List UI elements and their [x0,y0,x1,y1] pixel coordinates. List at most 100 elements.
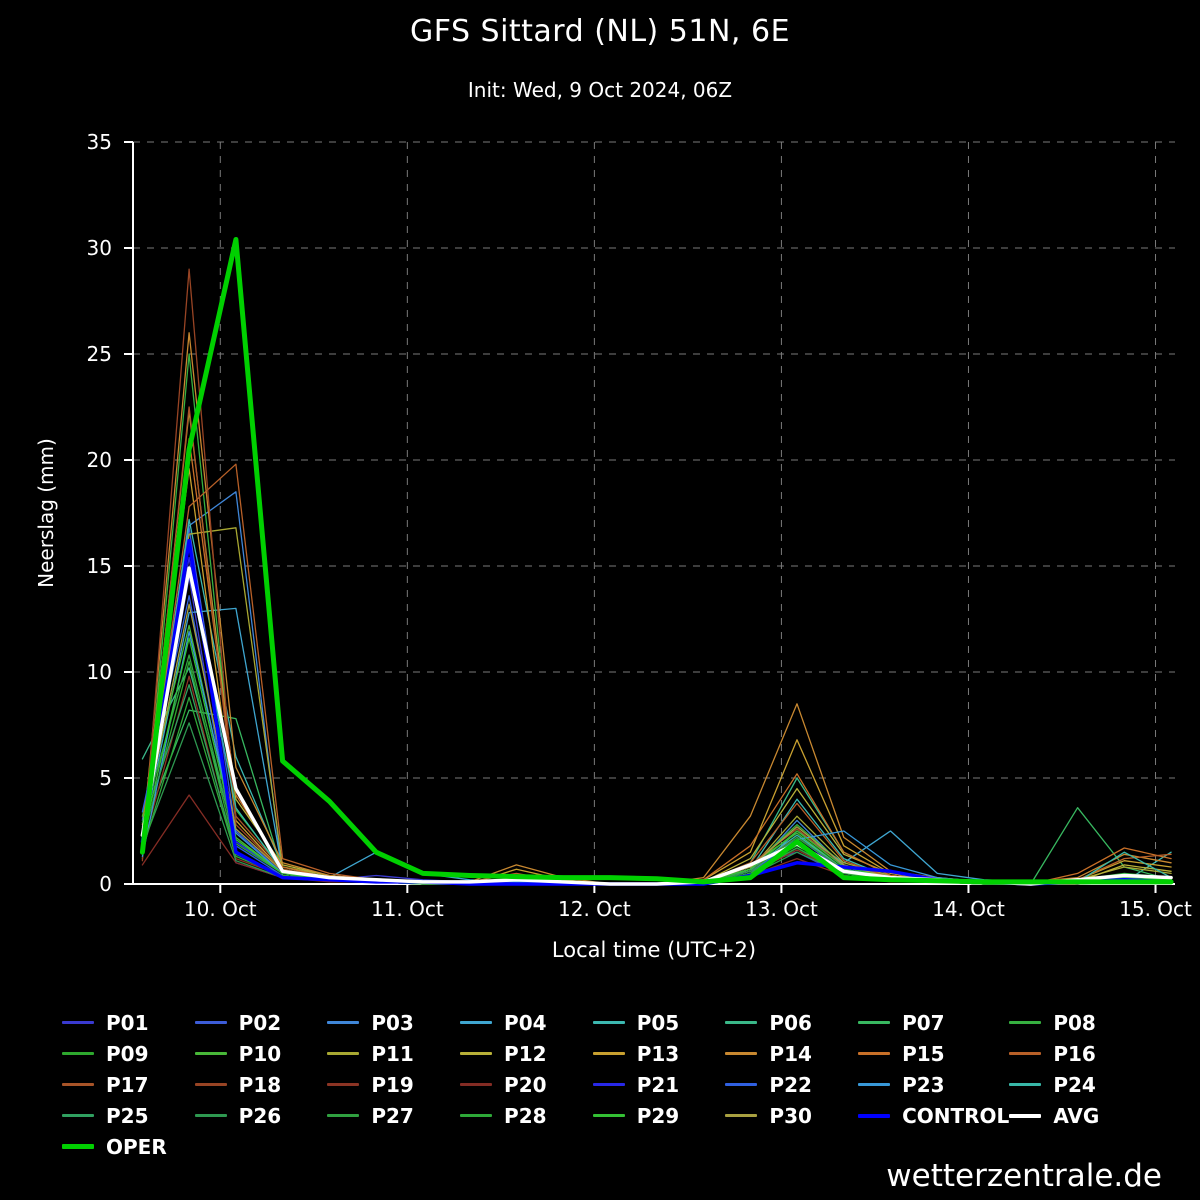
series-line-P27 [141,654,1172,885]
legend-line-swatch-p18 [194,1083,227,1086]
x-tick-label: 15. Oct [1119,897,1192,921]
y-tick-label: 20 [86,448,112,472]
series-line-P22 [141,595,1172,885]
legend-label-p26: P26 [238,1103,282,1128]
legend-label-p02: P02 [238,1010,282,1035]
series-line-P14 [141,332,1172,885]
legend-item-p25: P25 [62,1103,195,1128]
series-line-AVG [140,566,1173,886]
legend-item-p21: P21 [592,1072,726,1097]
series-line-P03 [141,491,1172,885]
legend-item-p01: P01 [62,1010,195,1035]
legend-item-p16: P16 [1009,1041,1142,1066]
legend-item-p14: P14 [725,1041,858,1066]
series-line-P08 [141,353,1172,885]
legend-line-swatch-p16 [1009,1052,1042,1055]
legend-line-swatch-control [858,1113,891,1118]
series-line-P02 [141,527,1172,885]
legend-label-p24: P24 [1053,1072,1096,1097]
legend-item-p09: P09 [62,1041,195,1066]
legend-line-swatch-p10 [194,1052,227,1055]
legend-label-control: CONTROL [902,1103,1010,1128]
series-line-P28 [141,696,1172,885]
legend-item-p11: P11 [327,1041,460,1066]
series-line-P19 [141,675,1172,885]
x-tick-label: 10. Oct [183,897,257,921]
legend-label-p08: P08 [1053,1010,1096,1035]
legend-line-swatch-p29 [592,1114,625,1117]
legend-label-p21: P21 [636,1072,680,1097]
legend-line-swatch-p12 [460,1052,493,1055]
legend-item-p30: P30 [725,1103,858,1128]
x-tick-label: 13. Oct [745,897,818,921]
legend-item-p06: P06 [725,1010,858,1035]
legend-item-p03: P03 [327,1010,460,1035]
legend-line-swatch-p11 [327,1052,360,1055]
legend-label-p25: P25 [106,1103,149,1128]
legend-line-swatch-p07 [858,1021,891,1024]
series-line-P23 [141,631,1172,885]
legend-line-swatch-p15 [858,1052,891,1055]
legend-label-p05: P05 [636,1010,680,1035]
page-title: GFS Sittard (NL) 51N, 6E [409,14,791,49]
legend-line-swatch-p24 [1009,1083,1042,1086]
legend-line-swatch-p08 [1009,1021,1042,1024]
legend-line-swatch-p25 [62,1114,94,1117]
legend-label-p28: P28 [504,1103,547,1128]
legend-item-p02: P02 [194,1010,328,1035]
series-line-P11 [141,527,1172,885]
series-line-P24 [141,569,1172,885]
legend-label-p03: P03 [371,1010,414,1035]
series-line-P29 [141,637,1172,885]
legend-item-p04: P04 [460,1010,593,1035]
legend-item-p27: P27 [327,1103,460,1128]
legend-label-p27: P27 [371,1103,414,1128]
legend-line-swatch-p05 [592,1021,625,1024]
legend-label-avg: AVG [1053,1103,1100,1128]
legend-line-swatch-p23 [858,1083,891,1086]
legend-item-p26: P26 [194,1103,328,1128]
series-line-P07 [141,709,1172,885]
legend-label-p06: P06 [769,1010,812,1035]
legend: P01 P02 P03 P04 P05 P06 P07 P08 P09 P10 P11 P12 P13 P… [62,1010,1142,1159]
legend-item-p05: P05 [592,1010,726,1035]
series-line-P16 [141,463,1172,885]
legend-label-p20: P20 [504,1072,547,1097]
legend-line-swatch-p19 [327,1083,360,1086]
legend-label-p12: P12 [504,1041,547,1066]
series-line-P15 [141,438,1172,885]
legend-label-p18: P18 [238,1072,282,1097]
series-line-P12 [141,410,1172,885]
legend-line-swatch-p20 [460,1083,493,1086]
legend-label-p13: P13 [636,1041,680,1066]
legend-item-control: CONTROL [858,1103,1009,1128]
legend-item-p19: P19 [327,1072,460,1097]
plot-area [124,141,1175,893]
legend-line-swatch-avg [1009,1113,1042,1118]
legend-line-swatch-p06 [725,1021,758,1024]
legend-item-p07: P07 [858,1010,1009,1035]
legend-line-swatch-p03 [327,1021,360,1024]
legend-item-p12: P12 [460,1041,593,1066]
legend-item-p08: P08 [1009,1010,1142,1035]
legend-label-p14: P14 [769,1041,812,1066]
legend-line-swatch-p26 [194,1114,227,1117]
series-line-P26 [141,722,1172,885]
series-line-P17 [141,406,1172,885]
legend-line-swatch-p14 [725,1052,758,1055]
watermark: wetterzentrale.de [886,1158,1162,1194]
y-tick-label: 5 [99,766,112,790]
legend-line-swatch-p09 [62,1052,94,1055]
legend-item-oper: OPER [62,1134,195,1159]
x-axis-label: Local time (UTC+2) [551,938,757,962]
legend-line-swatch-p27 [327,1114,360,1117]
legend-item-p10: P10 [194,1041,328,1066]
series-line-P21 [141,556,1172,885]
ensemble-plot [124,141,1175,893]
legend-line-swatch-p01 [62,1021,94,1024]
legend-line-swatch-p02 [194,1021,227,1024]
y-tick-label: 0 [99,872,112,896]
legend-item-p24: P24 [1009,1072,1142,1097]
legend-line-swatch-oper [62,1144,94,1149]
